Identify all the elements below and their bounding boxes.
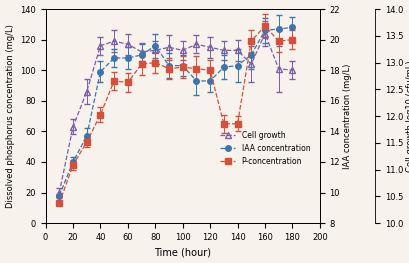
Legend: Cell growth, IAA concentration, P-concentration: Cell growth, IAA concentration, P-concen…: [217, 128, 312, 169]
Y-axis label: Cell growth log10 (cfu/mL): Cell growth log10 (cfu/mL): [405, 60, 409, 172]
Y-axis label: IAA concentration (mg/L): IAA concentration (mg/L): [342, 63, 351, 169]
Y-axis label: Dissolved phosphorus concentration (mg/L): Dissolved phosphorus concentration (mg/L…: [6, 24, 15, 208]
X-axis label: Time (hour): Time (hour): [154, 247, 211, 257]
